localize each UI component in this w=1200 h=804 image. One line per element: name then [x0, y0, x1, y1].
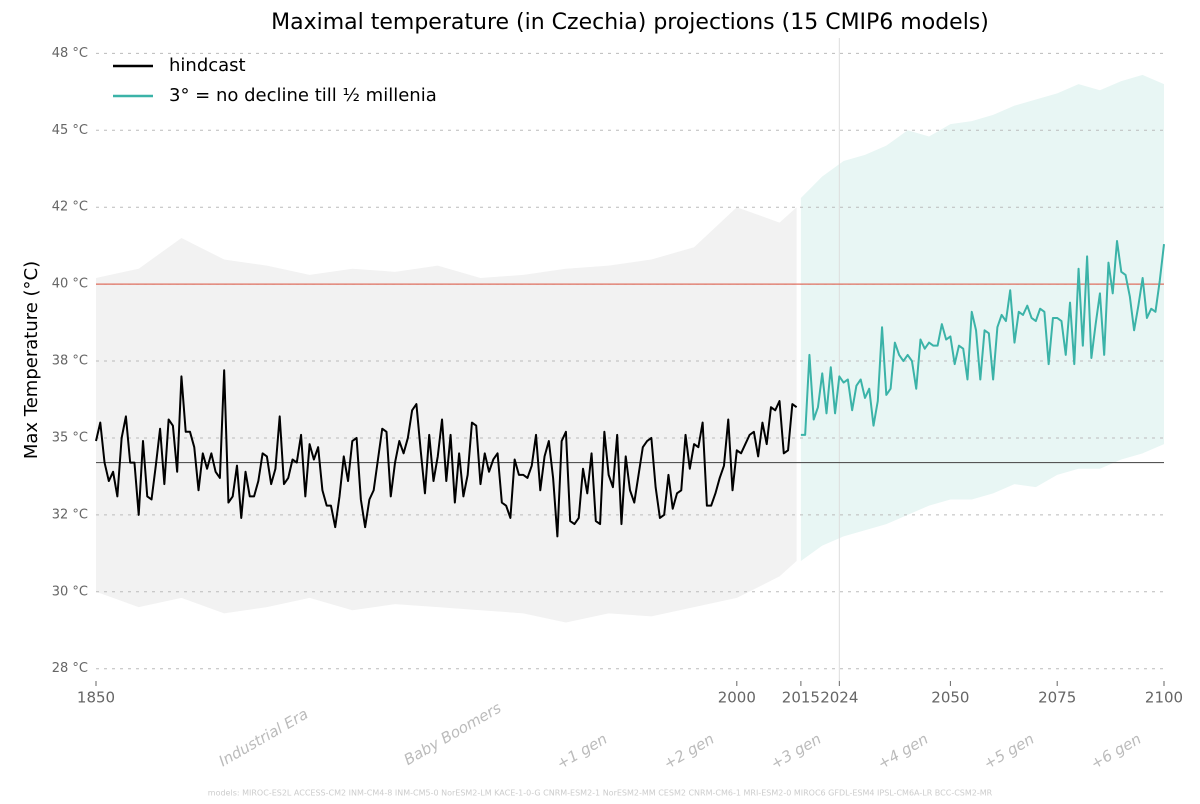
era-label: Baby Boomers: [401, 699, 505, 769]
range-band: [800, 74, 1164, 562]
series-line: [95, 369, 798, 538]
x-tick-label: 1850: [77, 689, 115, 707]
chart-title: Maximal temperature (in Czechia) project…: [271, 10, 989, 35]
era-label: +3 gen: [767, 730, 824, 773]
era-label: +4 gen: [874, 730, 931, 773]
y-tick-label: 45 °C: [52, 123, 88, 138]
y-tick-label: 32 °C: [52, 507, 88, 522]
x-tick-label: 2100: [1145, 689, 1183, 707]
series-line: [800, 240, 1165, 436]
y-tick-label: 42 °C: [52, 200, 88, 215]
era-label: +2 gen: [660, 730, 717, 773]
legend-label: hindcast: [169, 55, 246, 76]
era-label: +1 gen: [553, 730, 610, 773]
y-tick-label: 30 °C: [52, 584, 88, 599]
x-tick-label: 2000: [718, 689, 756, 707]
era-label: Industrial Era: [216, 705, 312, 771]
x-tick-label: 2024: [820, 689, 858, 707]
x-tick-label: 2015: [782, 689, 820, 707]
y-tick-label: 38 °C: [52, 354, 88, 369]
legend-label: 3° = no decline till ½ millenia: [169, 85, 437, 106]
y-tick-label: 28 °C: [52, 661, 88, 676]
era-label: +6 gen: [1087, 730, 1144, 773]
x-tick-label: 2075: [1038, 689, 1076, 707]
y-tick-label: 40 °C: [52, 277, 88, 292]
x-tick-label: 2050: [931, 689, 969, 707]
y-tick-label: 35 °C: [52, 430, 88, 445]
footer: models: MIROC-ES2L ACCESS-CM2 INM-CM4-8 …: [208, 789, 993, 798]
y-tick-label: 48 °C: [52, 46, 88, 61]
range-band: [96, 207, 797, 623]
era-label: +5 gen: [980, 730, 1037, 773]
y-axis-label: Max Temperature (°C): [21, 261, 42, 459]
